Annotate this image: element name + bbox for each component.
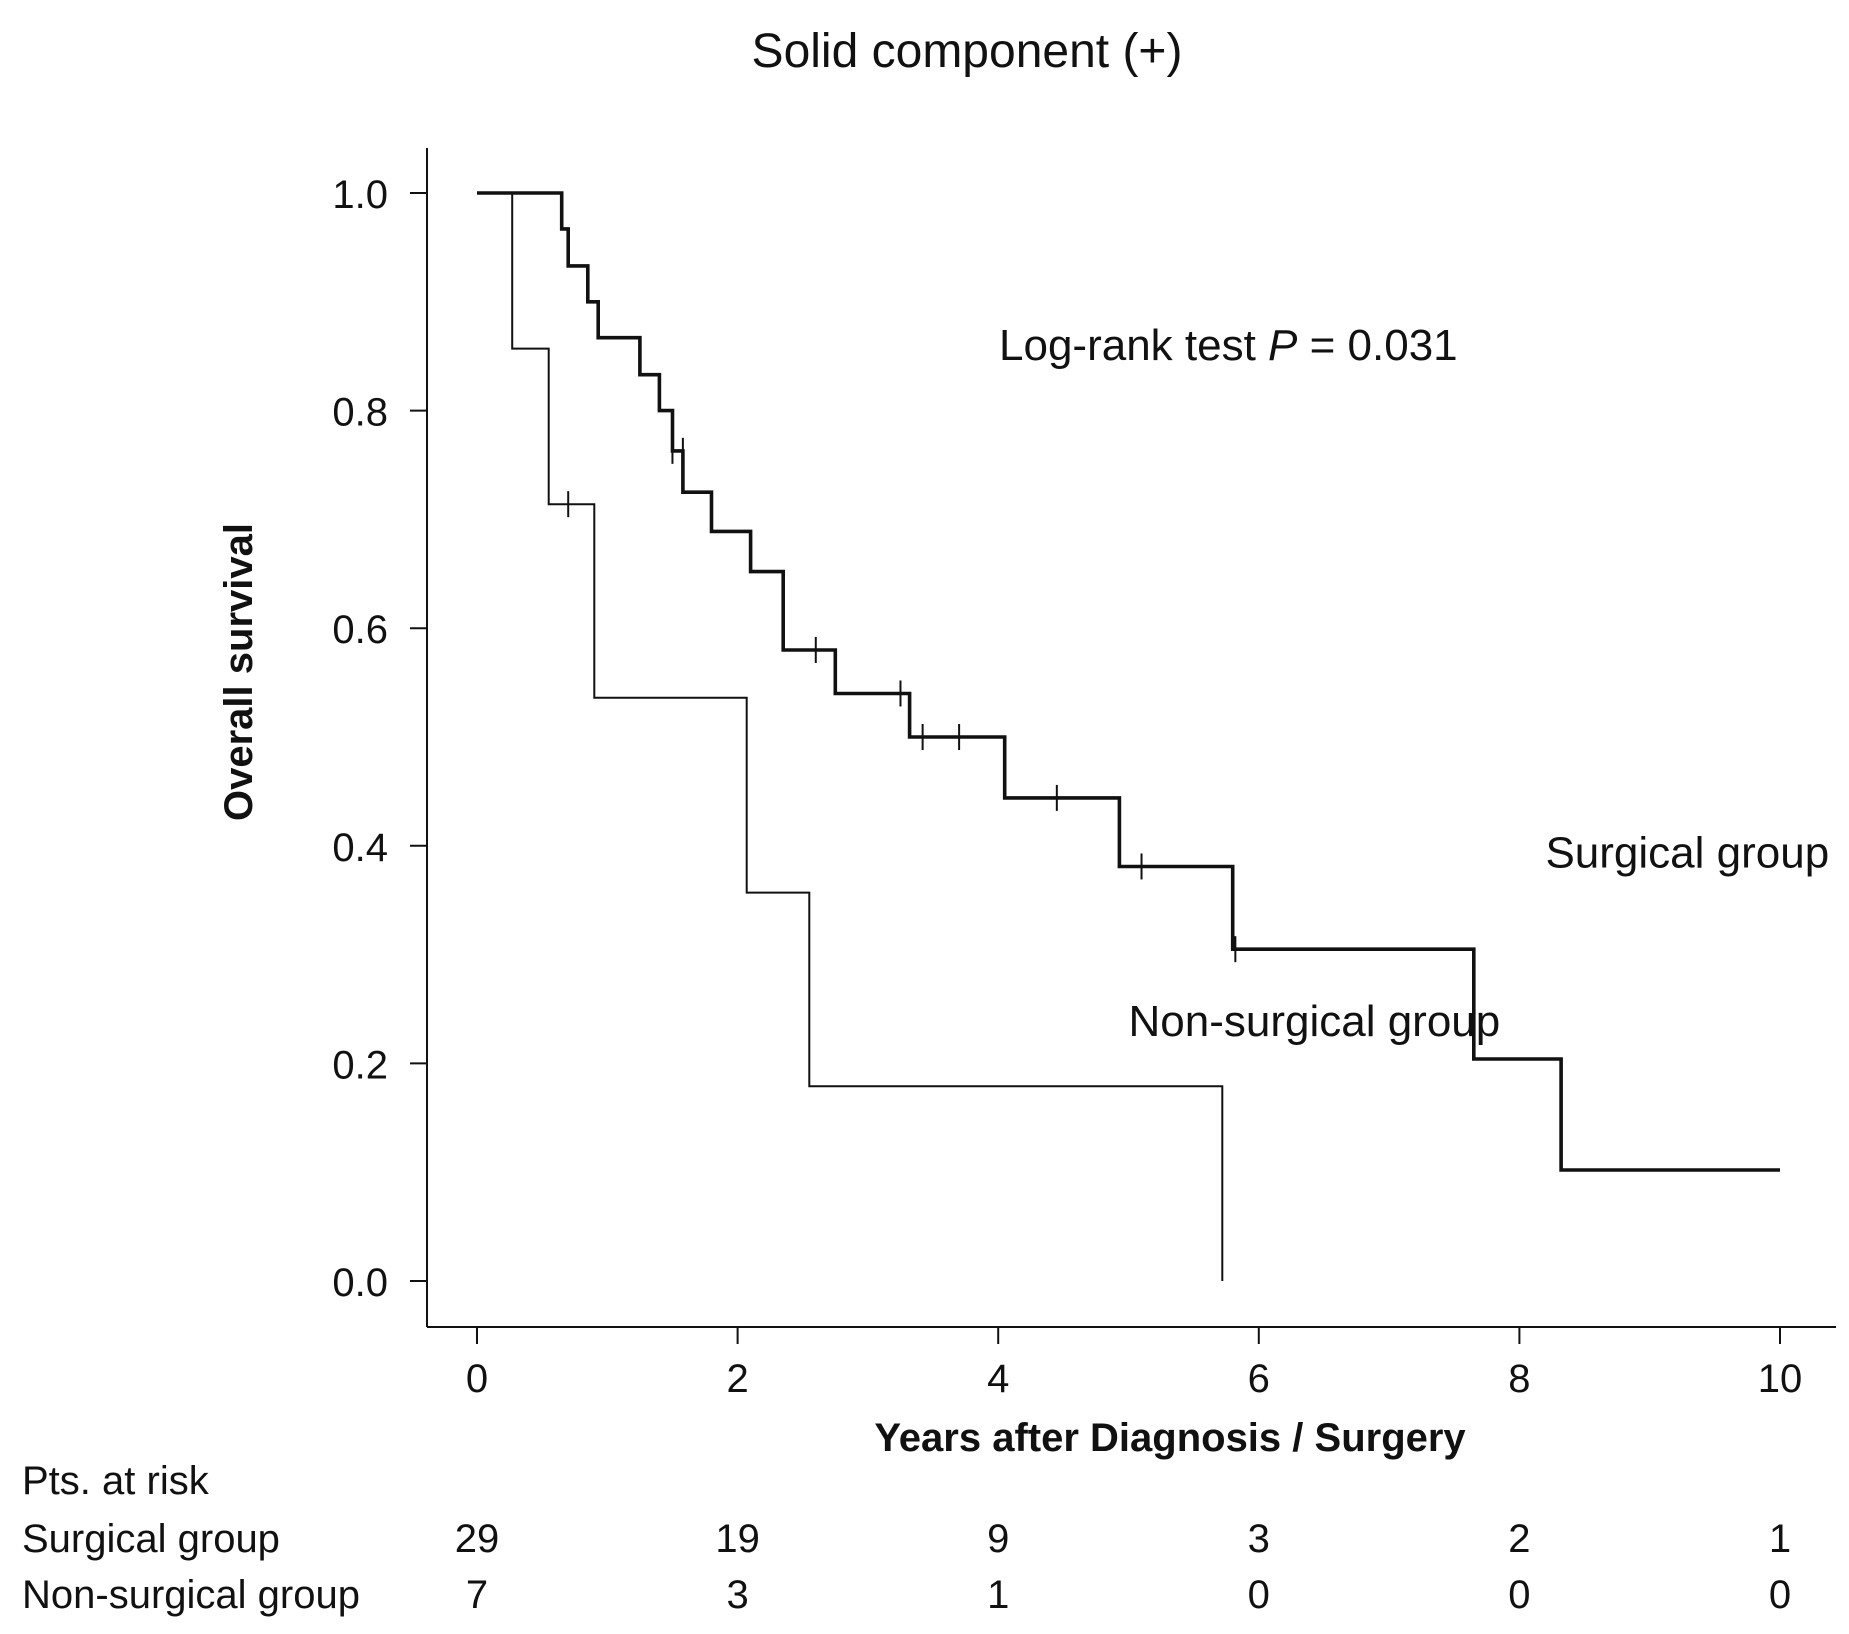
x-tick-label: 2 xyxy=(726,1357,748,1401)
risk-value: 3 xyxy=(726,1573,748,1617)
risk-row-label: Surgical group xyxy=(22,1517,280,1561)
risk-table-header: Pts. at risk xyxy=(22,1459,210,1503)
risk-value: 29 xyxy=(455,1517,500,1561)
series-labels: Surgical group Non-surgical group xyxy=(1129,829,1830,1047)
risk-value: 1 xyxy=(987,1573,1009,1617)
y-axis-label: Overall survival xyxy=(217,523,261,821)
chart-title: Solid component (+) xyxy=(752,25,1183,78)
risk-values: 29 19 9 3 2 1 7 3 1 0 0 0 xyxy=(455,1517,1791,1617)
risk-table: Pts. at risk Surgical group Non-surgical… xyxy=(22,1459,1791,1617)
y-tick-label: 1.0 xyxy=(332,173,388,217)
y-tick-label: 0.0 xyxy=(332,1261,388,1305)
x-tick-label: 8 xyxy=(1508,1357,1530,1401)
series-label: Surgical group xyxy=(1545,829,1829,878)
y-ticks: 0.0 0.2 0.4 0.6 0.8 1.0 xyxy=(332,173,427,1305)
logrank-value: = 0.031 xyxy=(1297,321,1457,370)
x-tick-label: 0 xyxy=(466,1357,488,1401)
risk-value: 0 xyxy=(1508,1573,1530,1617)
x-axis-label: Years after Diagnosis / Surgery xyxy=(874,1416,1466,1460)
logrank-annotation: Log-rank test P = 0.031 xyxy=(999,321,1458,370)
logrank-p-symbol: P xyxy=(1268,321,1298,370)
non-surgical-group-curve xyxy=(477,192,1224,1281)
risk-row-label: Non-surgical group xyxy=(22,1573,360,1617)
risk-value: 7 xyxy=(466,1573,488,1617)
x-tick-label: 10 xyxy=(1758,1357,1803,1401)
surgical-group-curve xyxy=(477,191,1780,1172)
risk-value: 0 xyxy=(1769,1573,1791,1617)
logrank-prefix: Log-rank test xyxy=(999,321,1268,370)
series-label: Non-surgical group xyxy=(1129,997,1501,1046)
x-ticks: 0 2 4 6 8 10 xyxy=(466,1327,1802,1401)
y-tick-label: 0.6 xyxy=(332,608,388,652)
series-group xyxy=(477,191,1780,1281)
risk-value: 9 xyxy=(987,1517,1009,1561)
x-tick-label: 6 xyxy=(1248,1357,1270,1401)
axes xyxy=(426,148,1836,1328)
risk-value: 19 xyxy=(715,1517,760,1561)
y-tick-label: 0.2 xyxy=(332,1043,388,1087)
risk-value: 1 xyxy=(1769,1517,1791,1561)
risk-value: 2 xyxy=(1508,1517,1530,1561)
y-tick-label: 0.4 xyxy=(332,826,388,870)
risk-value: 0 xyxy=(1248,1573,1270,1617)
y-tick-label: 0.8 xyxy=(332,391,388,435)
risk-value: 3 xyxy=(1248,1517,1270,1561)
x-tick-label: 4 xyxy=(987,1357,1009,1401)
